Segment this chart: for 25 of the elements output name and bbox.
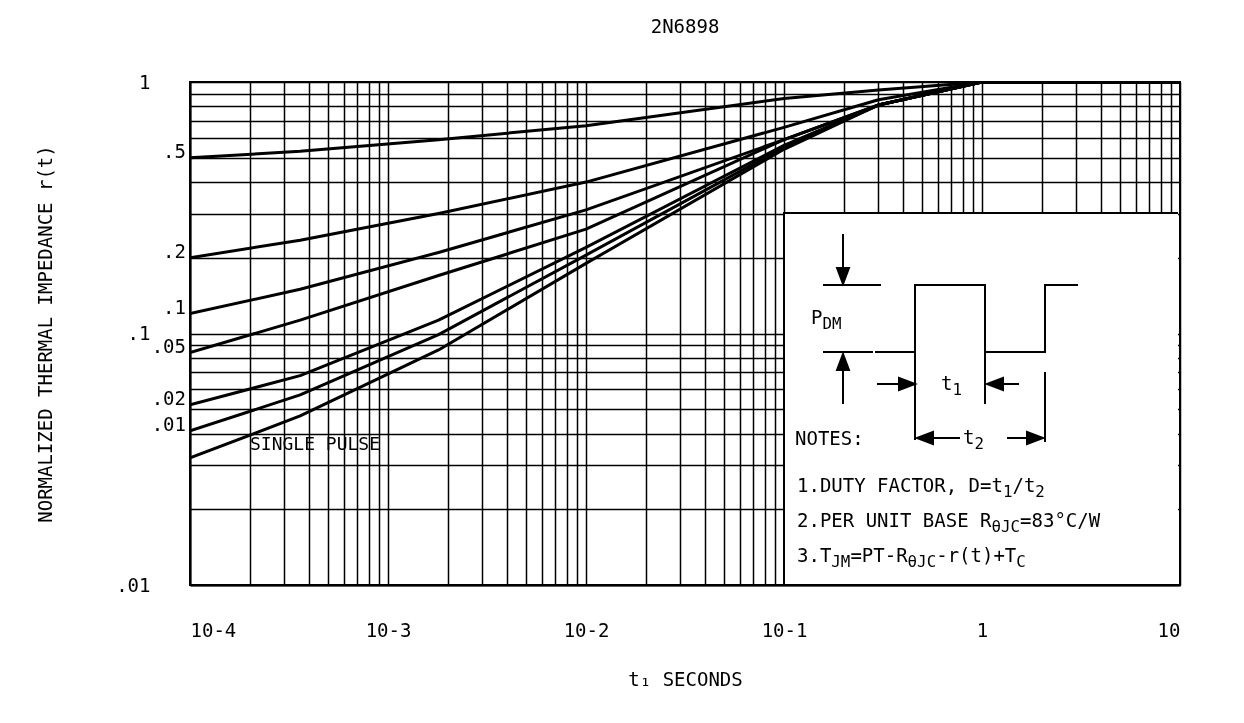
x-axis-title: t₁ SECONDS <box>628 667 743 690</box>
y-tick-label: .1 <box>127 322 151 344</box>
annotation: 2.PER UNIT BASE R$_{θJC}$=83°C/W <box>797 509 1101 536</box>
annotation: t$_{1}$ <box>941 372 962 399</box>
series-label: .05 <box>151 334 186 357</box>
y-tick-label: 1 <box>139 70 151 93</box>
series-label: .5 <box>163 139 186 162</box>
x-tick-label: 10-4 <box>190 618 237 641</box>
annotation: P$_{DM}$ <box>811 306 842 333</box>
x-tick-label: 1 <box>976 618 989 641</box>
annotation: NOTES: <box>795 427 864 449</box>
chart-title: 2N6898 <box>650 15 720 37</box>
x-tick-label: 10 <box>1157 618 1181 641</box>
annotation: 1.DUTY FACTOR, D=t$_{1}$/t$_{2}$ <box>797 474 1045 501</box>
annotation: t$_{2}$ <box>963 426 984 453</box>
series-label: .01 <box>151 412 186 435</box>
x-tick-label: 10-3 <box>365 618 412 641</box>
x-tick-label: 10-1 <box>761 618 808 641</box>
y-axis-title: NORMALIZED THERMAL IMPEDANCE r(t) <box>34 145 57 523</box>
annotation: 3.T$_{JM}$=PT-R$_{θJC}$-r(t)+T$_{C}$ <box>797 544 1026 571</box>
series-label: .02 <box>151 386 186 409</box>
y-tick-label: .01 <box>116 573 151 596</box>
series-label: .2 <box>163 239 186 262</box>
x-tick-label: 10-2 <box>563 618 610 641</box>
series-label: .1 <box>163 295 186 318</box>
